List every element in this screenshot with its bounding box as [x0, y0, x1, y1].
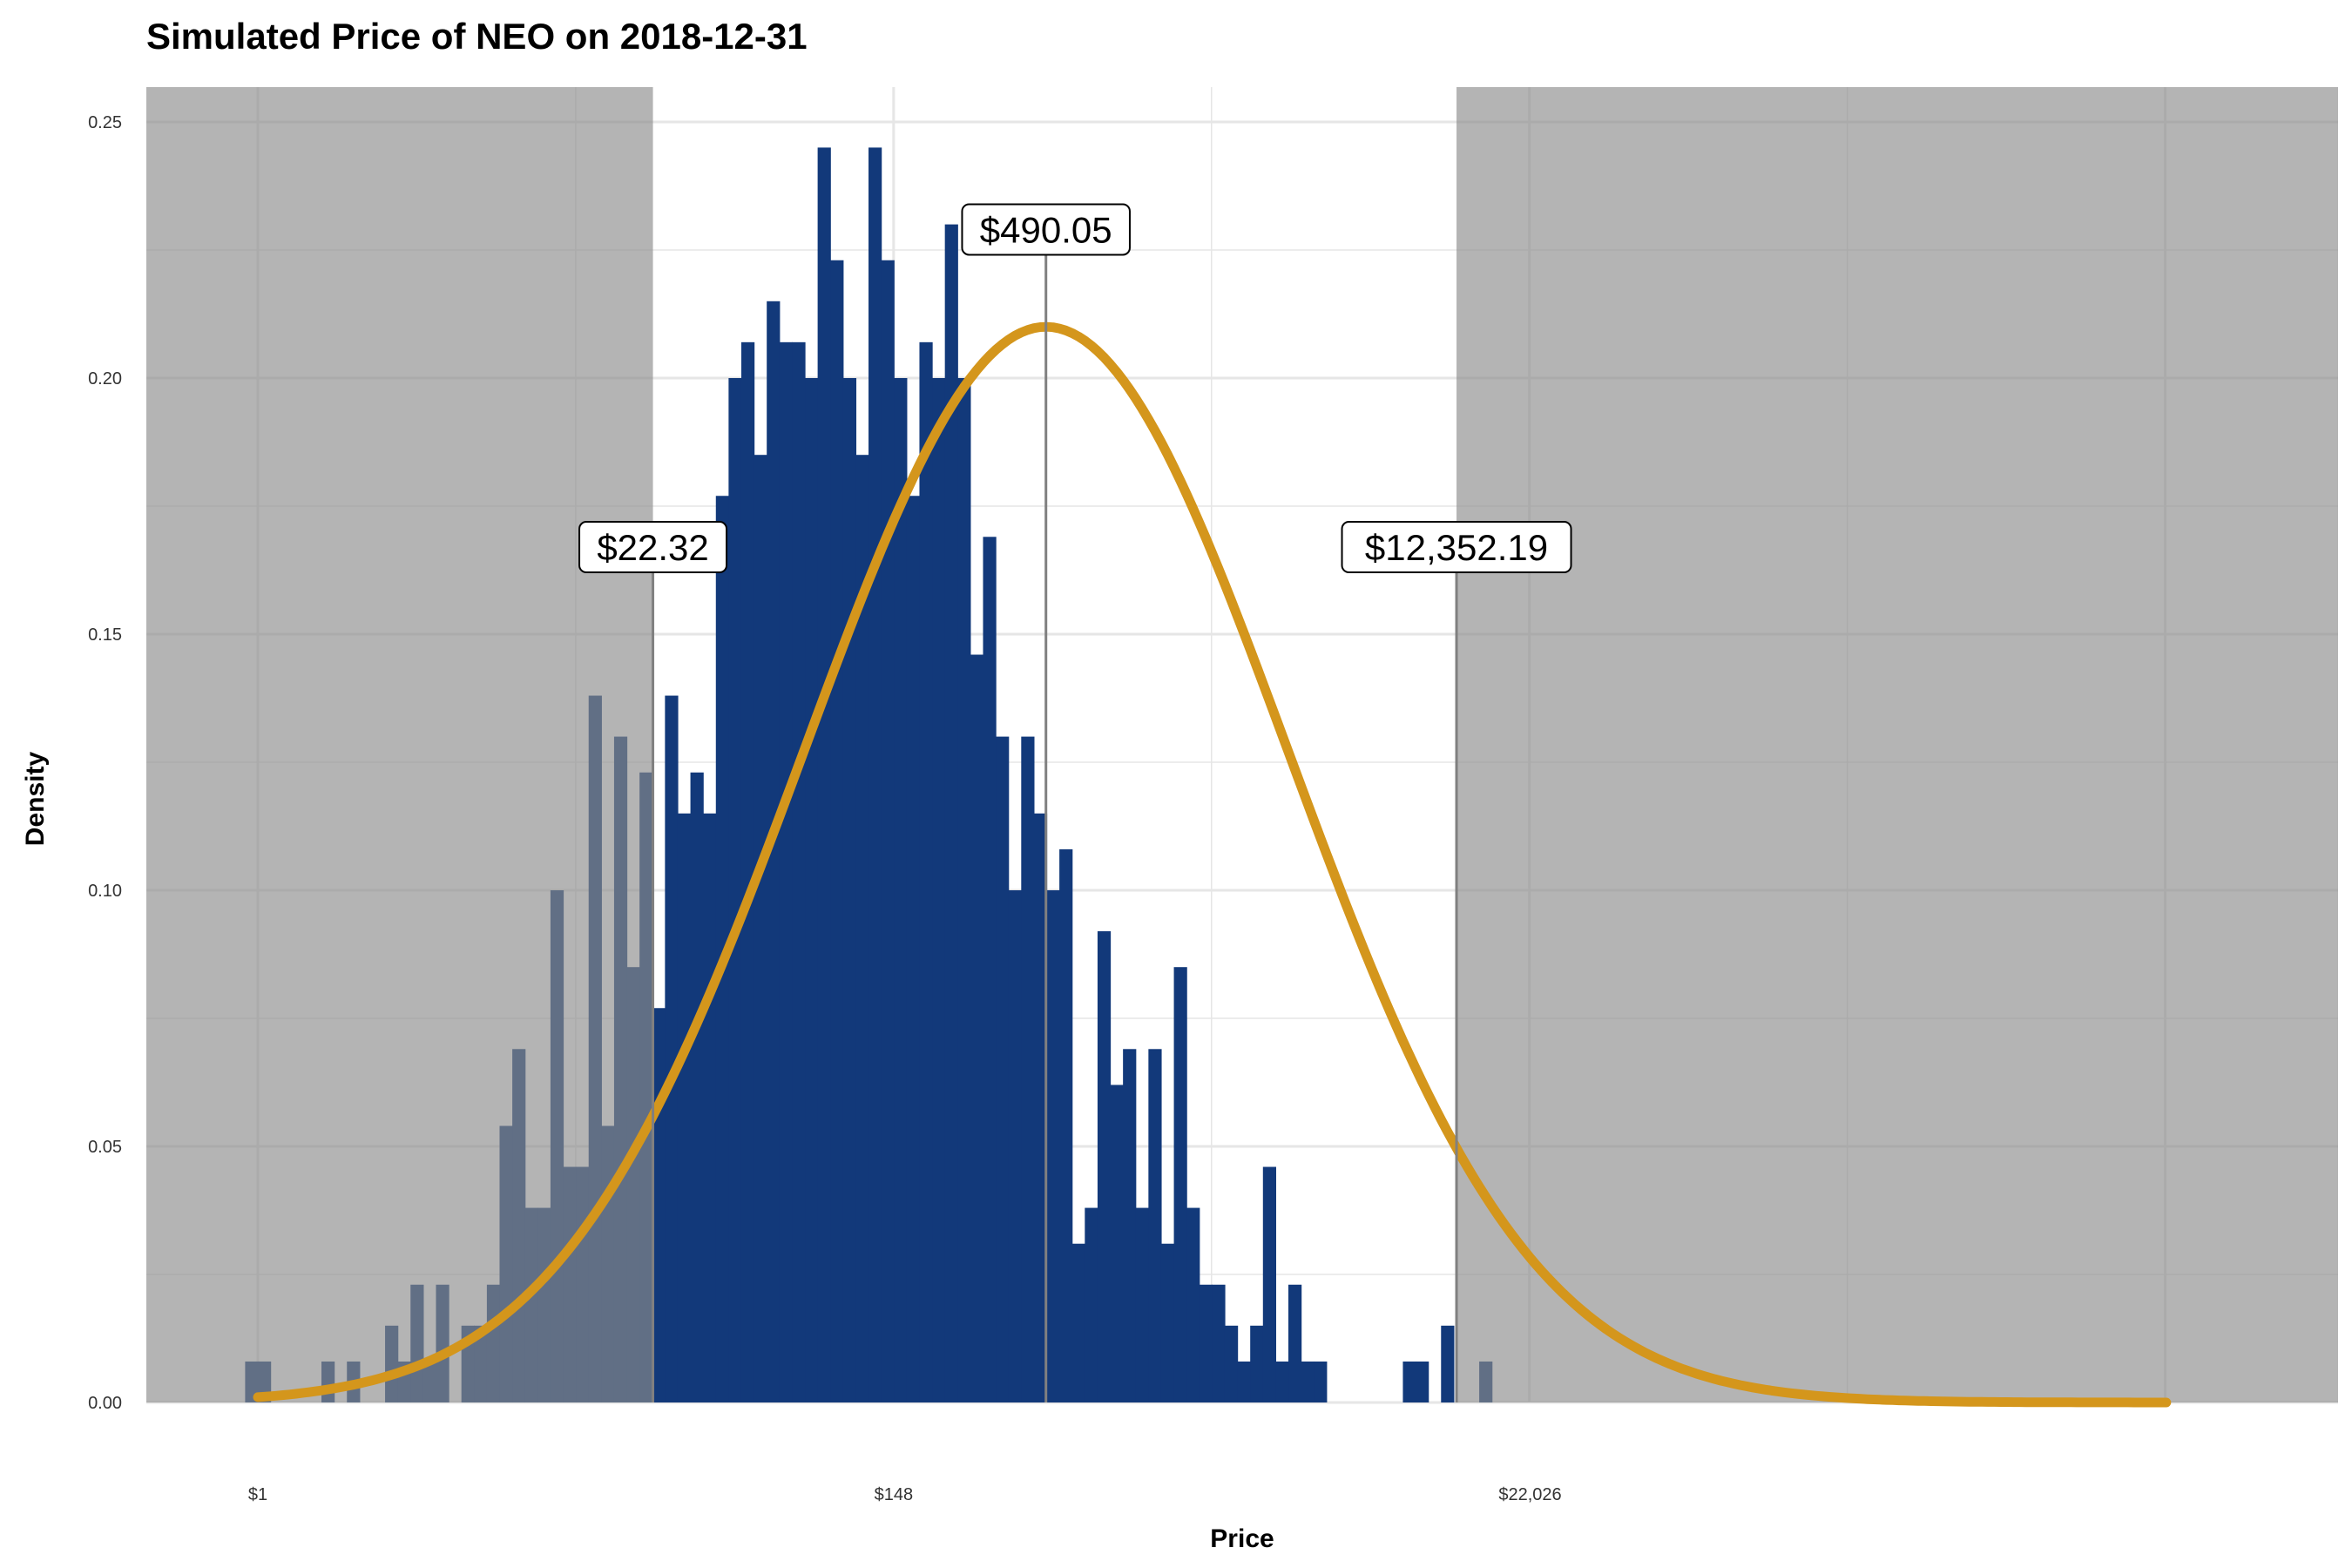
histogram-bar — [1288, 1284, 1302, 1402]
histogram-bar — [1199, 1284, 1213, 1402]
histogram-bar — [1135, 1207, 1149, 1402]
histogram-bar — [677, 813, 692, 1402]
histogram-bar — [983, 537, 997, 1402]
lower-tail-shade — [146, 87, 653, 1402]
histogram-bar — [932, 378, 946, 1402]
histogram-bar — [1250, 1325, 1264, 1402]
histogram-bar — [1033, 813, 1048, 1402]
histogram-bar — [792, 341, 806, 1403]
histogram-bar — [767, 301, 781, 1402]
y-tick-label: 0.05 — [88, 1138, 122, 1157]
density-curve — [253, 321, 2172, 1408]
histogram-bar — [1059, 848, 1073, 1402]
histogram-bar — [996, 736, 1010, 1402]
histogram-bar — [1237, 1361, 1251, 1402]
histogram-bar — [1085, 1207, 1098, 1402]
histogram-bar — [1262, 1166, 1276, 1402]
annotation-label: $12,352.19 — [1365, 527, 1548, 568]
histogram-bar — [715, 496, 729, 1402]
histogram-bar — [1416, 1361, 1429, 1402]
histogram-bar — [944, 224, 958, 1403]
histogram-bar — [1097, 931, 1112, 1402]
histogram-bar — [1314, 1361, 1328, 1402]
histogram-bar — [1148, 1049, 1162, 1402]
histogram-bar — [817, 147, 831, 1402]
histogram-bar — [1046, 890, 1060, 1402]
y-tick-label: 0.25 — [88, 113, 122, 132]
annotations: $22.32 $490.05 $12,352.19 — [578, 203, 1572, 1402]
x-tick-label: $1 — [248, 1485, 267, 1504]
histogram-bar — [906, 496, 921, 1402]
histogram-bar — [754, 455, 767, 1403]
histogram-bar — [1173, 967, 1187, 1402]
histogram-bar — [779, 341, 794, 1403]
histogram-bar — [1021, 736, 1035, 1402]
histogram-bar — [805, 378, 819, 1402]
histogram-bar — [868, 147, 882, 1402]
histogram-bar — [1071, 1243, 1085, 1402]
histogram-bar — [894, 378, 908, 1402]
annotation-label: $490.05 — [980, 209, 1112, 250]
histogram-bar — [740, 341, 755, 1403]
density-curve-group — [253, 321, 2172, 1408]
histogram-bar — [881, 260, 895, 1402]
upper-tail-shade — [1456, 87, 2338, 1402]
annotation-box — [961, 203, 1131, 256]
histogram-bar — [1402, 1361, 1416, 1402]
histogram-bar — [1301, 1361, 1315, 1402]
histogram-bar — [970, 654, 984, 1402]
annotation-label: $22.32 — [597, 527, 708, 568]
histogram-bar — [690, 772, 704, 1402]
histogram-bar — [1224, 1325, 1239, 1402]
x-axis-title: Price — [1210, 1524, 1274, 1553]
histogram-bar — [728, 378, 742, 1402]
y-tick-label: 0.00 — [88, 1394, 122, 1413]
annotation-box — [578, 521, 728, 574]
histogram-bar — [855, 455, 869, 1403]
histogram-bar — [1212, 1284, 1226, 1402]
histogram-bar — [1110, 1085, 1124, 1402]
axes: 0.00 0.05 0.10 0.15 0.20 0.25 $1 $148 $22,026 — [88, 113, 1562, 1504]
x-tick-label: $22,026 — [1498, 1485, 1561, 1504]
histogram-bar — [1186, 1207, 1200, 1402]
histogram-bar — [703, 813, 717, 1402]
y-tick-label: 0.20 — [88, 369, 122, 389]
histogram-bar — [830, 260, 844, 1402]
tail-shading — [146, 87, 2338, 1402]
chart-title: Simulated Price of NEO on 2018-12-31 — [146, 16, 808, 57]
histogram-bar — [1008, 890, 1022, 1402]
y-tick-label: 0.10 — [88, 882, 122, 901]
histogram-bar — [1441, 1325, 1455, 1402]
histogram-bar — [957, 378, 971, 1402]
histogram-bar — [919, 341, 933, 1403]
annotation-box — [1341, 521, 1572, 574]
histogram-bar — [665, 695, 679, 1402]
histogram-bar — [842, 378, 857, 1402]
histogram-bar — [1275, 1361, 1289, 1402]
x-tick-label: $148 — [875, 1485, 914, 1504]
y-axis-title: Density — [21, 752, 50, 847]
y-tick-label: 0.15 — [88, 625, 122, 645]
histogram-bar — [1160, 1243, 1175, 1402]
histogram-bar — [1123, 1049, 1137, 1402]
